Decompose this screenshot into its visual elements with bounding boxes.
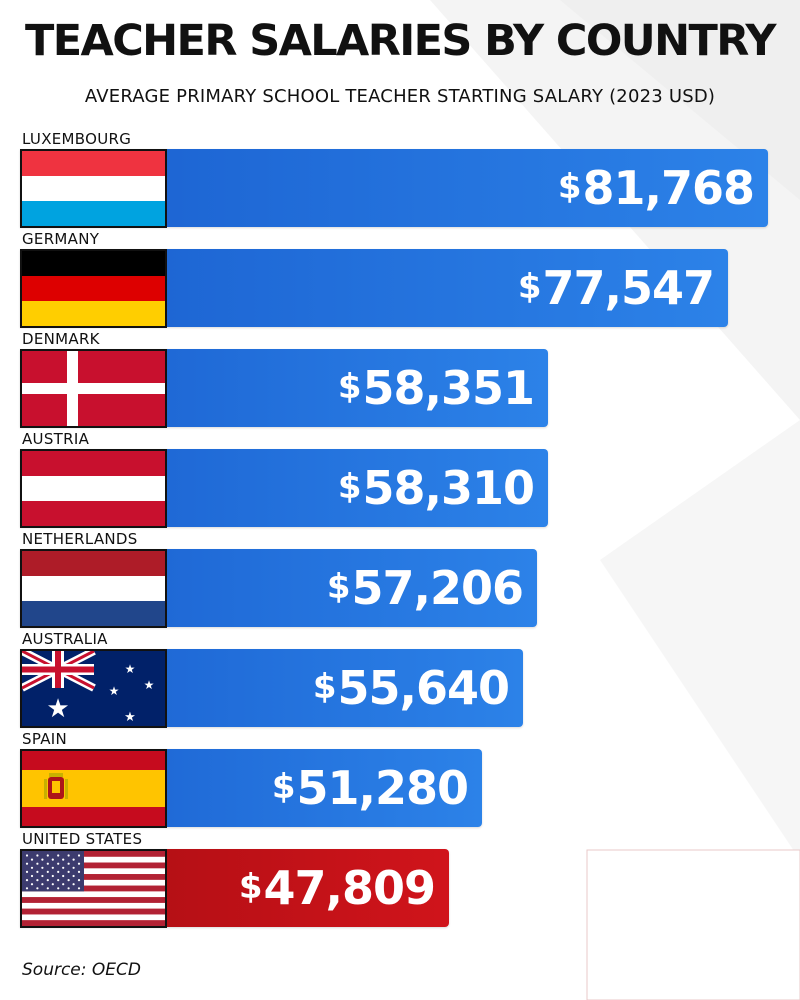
category-label: AUSTRIA xyxy=(22,430,90,448)
bar-row: SPAIN $51,280 xyxy=(0,730,800,828)
netherlands-flag xyxy=(20,549,167,628)
data-label: $51,280 xyxy=(271,765,469,811)
value-text: 77,547 xyxy=(542,261,715,315)
data-label: $58,310 xyxy=(337,465,535,511)
value-text: 58,310 xyxy=(362,461,535,515)
australia-flag: ★ ★ ★ ★ ★ xyxy=(20,649,167,728)
germany-flag xyxy=(20,249,167,328)
data-label: $58,351 xyxy=(337,365,535,411)
bar-row: UNITED STATES $47,809 xyxy=(0,830,800,928)
data-label: $81,768 xyxy=(557,165,755,211)
spain-flag xyxy=(20,749,167,828)
currency-symbol: $ xyxy=(337,467,362,507)
category-label: GERMANY xyxy=(22,230,100,248)
svg-text:★: ★ xyxy=(124,710,136,725)
category-label: DENMARK xyxy=(22,330,100,348)
value-text: 55,640 xyxy=(337,661,510,715)
bar-row: GERMANY $77,547 xyxy=(0,230,800,328)
denmark-flag xyxy=(20,349,167,428)
bar-row: NETHERLANDS $57,206 xyxy=(0,530,800,628)
currency-symbol: $ xyxy=(337,367,362,407)
data-label: $77,547 xyxy=(517,265,715,311)
category-label: NETHERLANDS xyxy=(22,530,138,548)
currency-symbol: $ xyxy=(271,767,296,807)
currency-symbol: $ xyxy=(557,167,582,207)
currency-symbol: $ xyxy=(312,667,337,707)
currency-symbol: $ xyxy=(517,267,542,307)
source-note: Source: OECD xyxy=(22,960,141,980)
svg-text:★: ★ xyxy=(144,678,155,692)
bar-row: LUXEMBOURG $81,768 xyxy=(0,130,800,228)
category-label: UNITED STATES xyxy=(22,830,143,848)
value-text: 47,809 xyxy=(263,861,436,915)
bar-row: DENMARK $58,351 xyxy=(0,330,800,428)
category-label: AUSTRALIA xyxy=(22,630,108,648)
value-text: 51,280 xyxy=(296,761,469,815)
category-label: SPAIN xyxy=(22,730,68,748)
chart-subtitle: AVERAGE PRIMARY SCHOOL TEACHER STARTING … xyxy=(84,86,716,107)
data-label: $57,206 xyxy=(326,565,524,611)
currency-symbol: $ xyxy=(326,567,351,607)
austria-flag xyxy=(20,449,167,528)
luxembourg-flag xyxy=(20,149,167,228)
svg-text:★: ★ xyxy=(109,684,120,698)
data-label: $47,809 xyxy=(238,865,436,911)
data-label: $55,640 xyxy=(312,665,510,711)
bar-row: AUSTRIA $58,310 xyxy=(0,430,800,528)
svg-text:★: ★ xyxy=(125,662,136,676)
chart-title: TEACHER SALARIES BY COUNTRY xyxy=(25,16,777,66)
svg-text:★: ★ xyxy=(46,694,69,724)
value-text: 57,206 xyxy=(351,561,524,615)
united-states-flag xyxy=(20,849,167,928)
value-text: 81,768 xyxy=(582,161,755,215)
value-text: 58,351 xyxy=(362,361,535,415)
category-label: LUXEMBOURG xyxy=(22,130,132,148)
currency-symbol: $ xyxy=(238,867,263,907)
bar-row: AUSTRALIA $55,640 ★ ★ ★ ★ ★ xyxy=(0,630,800,728)
